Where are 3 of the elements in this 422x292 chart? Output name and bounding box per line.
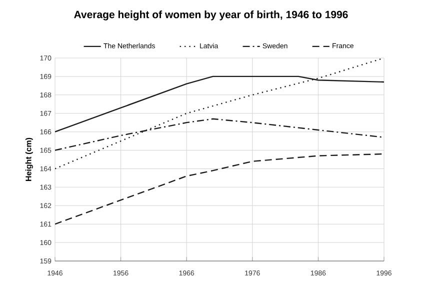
chart-title: Average height of women by year of birth, 1946 to 1996: [74, 10, 348, 20]
line-series: [55, 153, 384, 225]
y-axis-title: Height (cm): [25, 138, 33, 181]
